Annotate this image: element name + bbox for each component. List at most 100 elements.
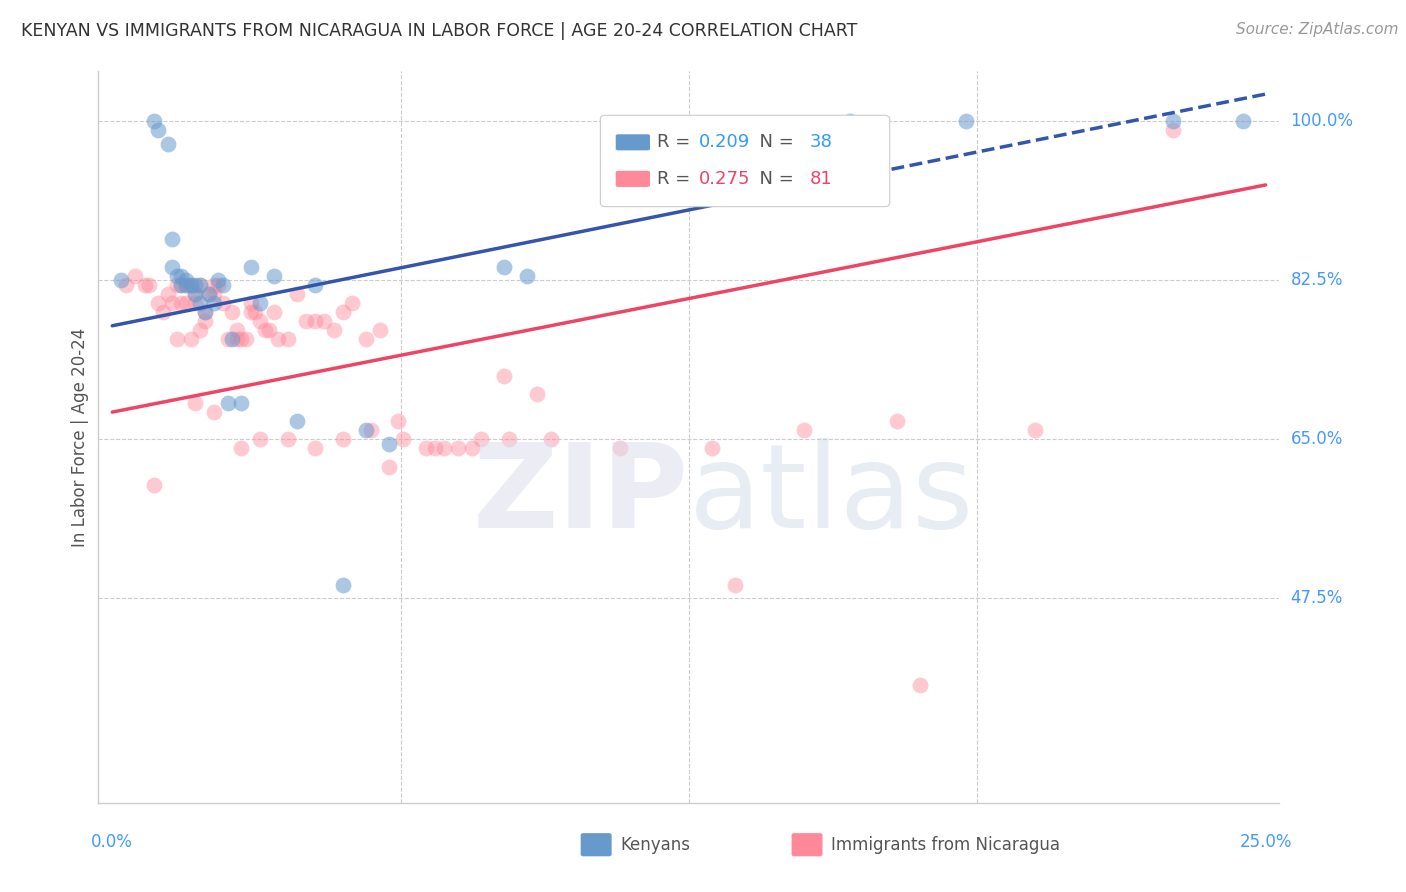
Point bbox=[231, 442, 253, 456]
Point bbox=[217, 396, 239, 410]
Point bbox=[263, 268, 285, 283]
Point bbox=[415, 442, 437, 456]
Point bbox=[540, 433, 562, 447]
FancyBboxPatch shape bbox=[600, 115, 890, 207]
Point bbox=[202, 287, 225, 301]
Point bbox=[360, 423, 382, 437]
Point bbox=[212, 296, 235, 310]
Point bbox=[839, 114, 862, 128]
Point bbox=[340, 296, 363, 310]
Text: 0.209: 0.209 bbox=[699, 133, 749, 152]
Text: Immigrants from Nicaragua: Immigrants from Nicaragua bbox=[831, 836, 1060, 854]
Text: 100.0%: 100.0% bbox=[1291, 112, 1354, 130]
Point bbox=[955, 114, 977, 128]
Point bbox=[188, 296, 211, 310]
Point bbox=[354, 423, 377, 437]
Point bbox=[134, 277, 156, 292]
Point bbox=[425, 442, 447, 456]
Point bbox=[156, 136, 179, 151]
Point bbox=[217, 332, 239, 346]
Text: ZIP: ZIP bbox=[472, 438, 689, 553]
Point bbox=[886, 414, 908, 428]
Point bbox=[793, 423, 815, 437]
Point bbox=[461, 442, 484, 456]
Point bbox=[378, 459, 401, 474]
Point bbox=[1024, 423, 1046, 437]
Point bbox=[392, 433, 415, 447]
Point bbox=[221, 332, 243, 346]
Text: atlas: atlas bbox=[689, 438, 974, 553]
Text: 81: 81 bbox=[810, 169, 832, 188]
Point bbox=[174, 277, 197, 292]
Point bbox=[184, 287, 207, 301]
Point bbox=[235, 332, 257, 346]
Point bbox=[184, 396, 207, 410]
Text: 65.0%: 65.0% bbox=[1291, 430, 1343, 449]
Point bbox=[162, 260, 184, 274]
FancyBboxPatch shape bbox=[616, 171, 650, 187]
Point bbox=[170, 296, 193, 310]
Point bbox=[700, 442, 723, 456]
Point bbox=[138, 277, 160, 292]
Point bbox=[184, 296, 207, 310]
Point bbox=[170, 268, 193, 283]
Point bbox=[166, 332, 188, 346]
Point bbox=[304, 442, 326, 456]
Point bbox=[447, 442, 470, 456]
Point bbox=[202, 405, 225, 419]
Point bbox=[142, 114, 165, 128]
Point bbox=[1232, 114, 1254, 128]
Point bbox=[198, 287, 221, 301]
Point bbox=[239, 260, 262, 274]
Point bbox=[285, 414, 308, 428]
Point bbox=[202, 277, 225, 292]
Point bbox=[295, 314, 318, 328]
Point bbox=[332, 578, 354, 592]
Point bbox=[257, 323, 280, 337]
Text: 38: 38 bbox=[810, 133, 832, 152]
Point bbox=[908, 678, 931, 692]
Point bbox=[188, 323, 211, 337]
Point bbox=[1163, 123, 1185, 137]
Point bbox=[609, 442, 631, 456]
Point bbox=[498, 433, 520, 447]
Point bbox=[212, 277, 235, 292]
Point bbox=[249, 433, 271, 447]
Point bbox=[304, 314, 326, 328]
Point bbox=[162, 296, 184, 310]
Point bbox=[332, 433, 354, 447]
Point bbox=[368, 323, 391, 337]
Point bbox=[332, 305, 354, 319]
Text: 0.0%: 0.0% bbox=[91, 833, 134, 851]
Text: Source: ZipAtlas.com: Source: ZipAtlas.com bbox=[1236, 22, 1399, 37]
Point bbox=[174, 296, 197, 310]
Text: 25.0%: 25.0% bbox=[1239, 833, 1292, 851]
Point bbox=[253, 323, 276, 337]
Point bbox=[174, 273, 197, 287]
Text: KENYAN VS IMMIGRANTS FROM NICARAGUA IN LABOR FORCE | AGE 20-24 CORRELATION CHART: KENYAN VS IMMIGRANTS FROM NICARAGUA IN L… bbox=[21, 22, 858, 40]
Point bbox=[322, 323, 344, 337]
Point bbox=[231, 396, 253, 410]
Point bbox=[142, 477, 165, 491]
Text: Kenyans: Kenyans bbox=[620, 836, 690, 854]
Point bbox=[470, 433, 492, 447]
Text: 0.275: 0.275 bbox=[699, 169, 749, 188]
Point bbox=[249, 296, 271, 310]
Point bbox=[231, 332, 253, 346]
Point bbox=[166, 268, 188, 283]
Text: 82.5%: 82.5% bbox=[1291, 271, 1343, 289]
Point bbox=[304, 277, 326, 292]
Point bbox=[180, 277, 202, 292]
Point bbox=[387, 414, 409, 428]
Point bbox=[1163, 114, 1185, 128]
Point bbox=[148, 123, 170, 137]
Point bbox=[207, 277, 229, 292]
Point bbox=[180, 277, 202, 292]
Point bbox=[225, 323, 247, 337]
Text: N =: N = bbox=[748, 133, 800, 152]
Point bbox=[152, 305, 174, 319]
Point bbox=[115, 277, 138, 292]
Point bbox=[193, 305, 215, 319]
Point bbox=[239, 305, 262, 319]
Point bbox=[263, 305, 285, 319]
